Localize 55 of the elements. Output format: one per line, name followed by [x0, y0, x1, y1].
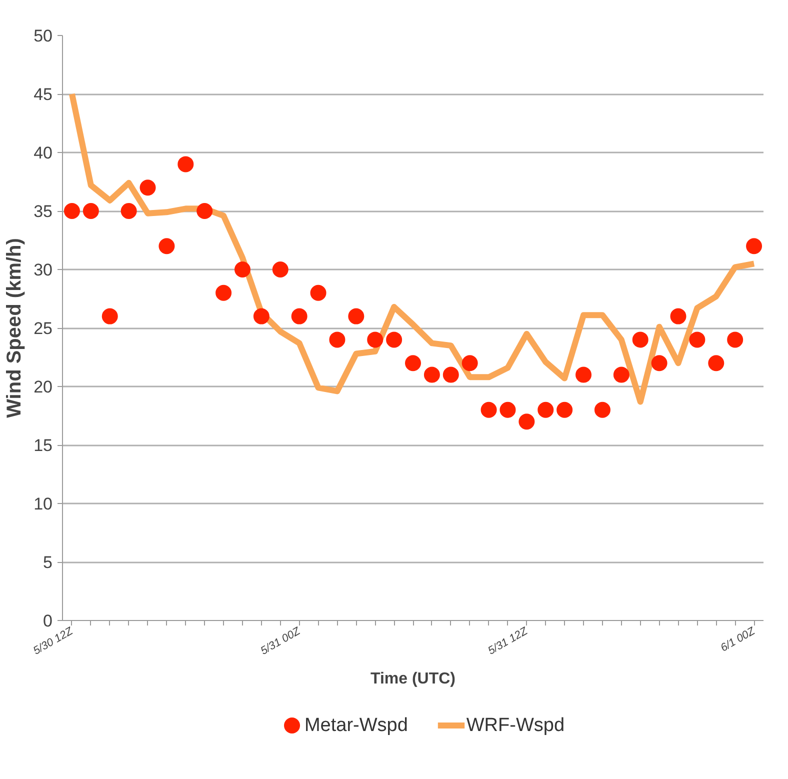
point: [272, 262, 288, 278]
y-tick-label: 15: [34, 436, 53, 455]
point: [538, 402, 554, 418]
y-tick-label: 25: [34, 319, 53, 338]
point: [310, 284, 326, 301]
point: [178, 156, 194, 172]
point: [500, 402, 516, 418]
point: [102, 308, 118, 324]
point: [234, 262, 250, 278]
y-axis-title: Wind Speed (km/h): [4, 238, 26, 418]
point: [651, 355, 668, 372]
point: [689, 332, 706, 348]
point: [253, 308, 270, 324]
point: [746, 238, 762, 254]
y-tick-label: 50: [34, 26, 53, 46]
point: [405, 355, 421, 372]
y-tick-label: 10: [34, 494, 53, 514]
point: [556, 402, 573, 418]
y-tick-label: 30: [34, 260, 53, 280]
x-tick-label: 5/31 00Z: [258, 624, 304, 658]
point: [727, 332, 744, 348]
point: [158, 238, 175, 254]
point: [216, 284, 232, 301]
point: [518, 414, 535, 430]
point: [291, 308, 308, 324]
y-tick-label: 45: [34, 85, 53, 104]
point: [462, 355, 478, 372]
point: [120, 203, 137, 219]
point: [594, 402, 610, 418]
y-tick-label: 40: [34, 144, 53, 162]
point: [670, 308, 686, 324]
point: [348, 308, 364, 324]
point: [196, 203, 213, 219]
point: [480, 402, 497, 418]
point: [708, 355, 724, 372]
x-tick-label: 5/31 12Z: [486, 624, 531, 658]
point: [367, 332, 384, 348]
x-tick-label: 6/1 00Z: [718, 624, 758, 654]
point: [386, 332, 402, 348]
x-axis-title: Time (UTC): [370, 670, 456, 688]
point: [64, 203, 80, 219]
legend-label: WRF-Wspd: [466, 715, 565, 736]
point: [82, 203, 99, 219]
point: [442, 366, 459, 383]
y-tick-label: 35: [34, 202, 53, 221]
y-tick-label: 5: [43, 553, 53, 572]
legend-label: Metar-Wspd: [304, 715, 408, 736]
point: [329, 332, 346, 348]
point: [424, 366, 440, 383]
point: [632, 332, 648, 348]
point: [613, 366, 630, 383]
point: [576, 366, 592, 383]
point: [140, 180, 156, 196]
y-tick-label: 20: [34, 378, 53, 396]
y-tick-label: 0: [43, 612, 53, 630]
